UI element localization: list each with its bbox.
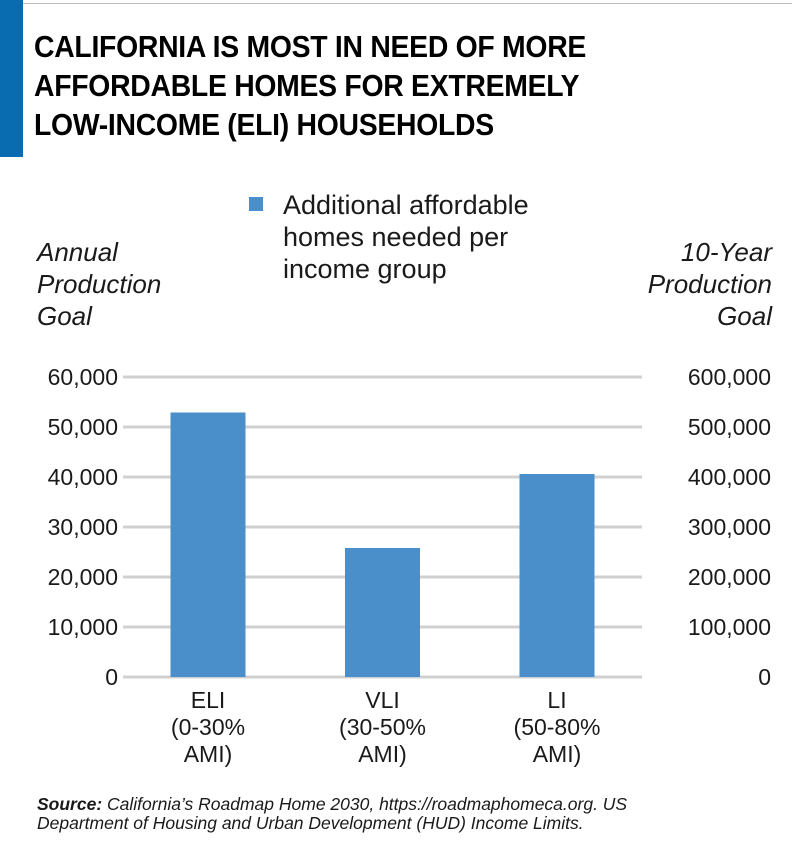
legend-label-line: Additional affordable: [283, 190, 529, 220]
x-category-label: ELI: [191, 687, 226, 713]
y-tick-label: 10,000: [48, 614, 118, 640]
y2-tick-label: 200,000: [688, 564, 771, 590]
x-category-label: AMI): [358, 741, 407, 767]
y-axis-ticks: 0 10,000 20,000 30,000 40,000 50,000 60,000: [48, 364, 118, 690]
bars: [170, 412, 595, 677]
y-tick-label: 60,000: [48, 364, 118, 390]
y2-axis-title-line: Goal: [717, 301, 772, 331]
y-tick-label: 50,000: [48, 414, 118, 440]
legend-label-line: income group: [283, 254, 447, 284]
bar: [170, 412, 246, 677]
y-axis-title-line: Annual: [37, 237, 118, 267]
y2-tick-label: 300,000: [688, 514, 771, 540]
legend-label: Additional affordable homes needed per i…: [283, 189, 603, 285]
x-category-label: AMI): [184, 741, 233, 767]
y-axis-title-line: Production: [37, 269, 162, 299]
y2-tick-label: 100,000: [688, 614, 771, 640]
x-category-label: (30-50%: [339, 714, 426, 740]
bar: [519, 474, 595, 677]
source-text: California’s Roadmap Home 2030, https://…: [102, 794, 628, 814]
y-tick-label: 20,000: [48, 564, 118, 590]
y2-tick-label: 0: [758, 664, 771, 690]
chart-title-line: LOW-INCOME (ELI) HOUSEHOLDS: [34, 108, 494, 142]
y2-axis-title-line: 10-Year: [680, 237, 772, 267]
chart-title-line: CALIFORNIA IS MOST IN NEED OF MORE: [34, 30, 587, 64]
legend-swatch: [249, 197, 263, 211]
y2-tick-label: 500,000: [688, 414, 771, 440]
y2-axis-title-line: Production: [647, 269, 772, 299]
x-category-label: (0-30%: [171, 714, 245, 740]
legend-label-line: homes needed per: [283, 222, 509, 252]
accent-bar: [0, 0, 23, 157]
y-tick-label: 30,000: [48, 514, 118, 540]
y-tick-label: 0: [105, 664, 118, 690]
source-label: Source:: [37, 794, 103, 814]
x-category-label: LI: [547, 687, 566, 713]
y2-tick-label: 600,000: [688, 364, 771, 390]
y2-tick-label: 400,000: [688, 464, 771, 490]
y-tick-label: 40,000: [48, 464, 118, 490]
bar: [345, 548, 420, 677]
x-category-label: AMI): [533, 741, 582, 767]
y-axis-title-right: 10-Year Production Goal: [648, 236, 772, 332]
source-note: Source: California’s Roadmap Home 2030, …: [37, 795, 797, 833]
y-axis-title-line: Goal: [37, 301, 92, 331]
x-axis-categories: ELI(0-30%AMI)VLI(30-50%AMI)LI(50-80%AMI): [171, 687, 601, 767]
x-category-label: VLI: [365, 687, 400, 713]
x-category-label: (50-80%: [514, 714, 601, 740]
y2-axis-ticks: 0 100,000 200,000 300,000 400,000 500,000 600,…: [688, 364, 771, 690]
chart-title: CALIFORNIA IS MOST IN NEED OF MORE AFFOR…: [34, 28, 794, 145]
chart-title-line: AFFORDABLE HOMES FOR EXTREMELY: [34, 69, 580, 103]
y-axis-title-left: Annual Production Goal: [37, 236, 161, 332]
top-rule: [23, 3, 792, 4]
source-text: Department of Housing and Urban Developm…: [37, 813, 584, 833]
